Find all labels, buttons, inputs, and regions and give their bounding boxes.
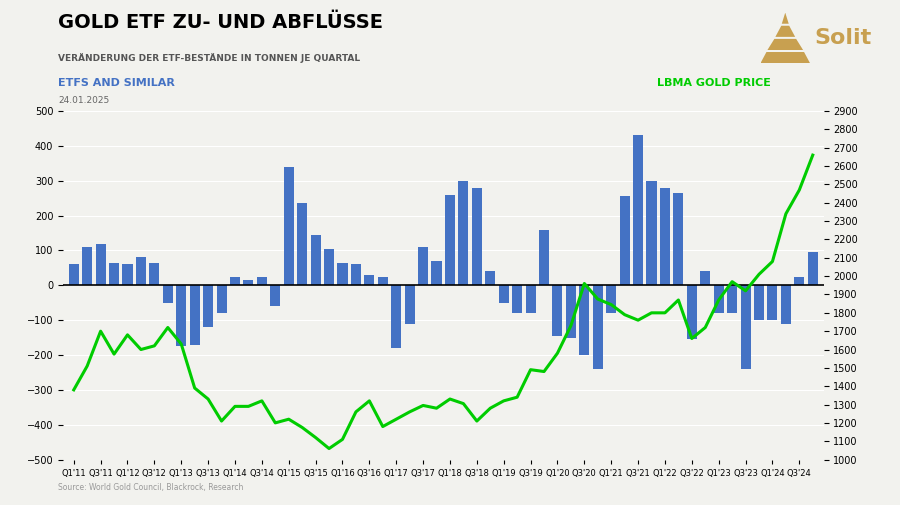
Bar xyxy=(445,195,455,285)
Bar xyxy=(338,263,347,285)
Bar xyxy=(553,285,562,336)
Polygon shape xyxy=(768,39,803,50)
Bar xyxy=(700,271,710,285)
Bar xyxy=(727,285,737,313)
Bar xyxy=(431,261,442,285)
Bar xyxy=(781,285,791,324)
Polygon shape xyxy=(760,52,810,63)
Bar xyxy=(607,285,616,313)
Bar xyxy=(68,265,79,285)
Bar xyxy=(660,188,670,285)
Bar xyxy=(230,277,240,285)
Text: GOLD ETF ZU- UND ABFLÜSSE: GOLD ETF ZU- UND ABFLÜSSE xyxy=(58,13,383,32)
Bar xyxy=(203,285,213,327)
Bar xyxy=(351,265,361,285)
Bar xyxy=(458,181,468,285)
Text: 24.01.2025: 24.01.2025 xyxy=(58,96,110,105)
Bar xyxy=(714,285,724,313)
Bar xyxy=(741,285,751,369)
Bar xyxy=(270,285,280,306)
Bar xyxy=(633,135,643,285)
Bar xyxy=(256,277,267,285)
Bar xyxy=(485,271,495,285)
Bar xyxy=(499,285,508,302)
Bar xyxy=(364,275,374,285)
Bar xyxy=(795,277,805,285)
Bar xyxy=(378,277,388,285)
Bar xyxy=(754,285,764,320)
Bar xyxy=(566,285,576,337)
Text: LBMA GOLD PRICE: LBMA GOLD PRICE xyxy=(657,78,771,88)
Bar xyxy=(243,280,254,285)
Bar xyxy=(418,247,428,285)
Bar xyxy=(580,285,590,355)
Bar xyxy=(526,285,536,313)
Bar xyxy=(539,230,549,285)
Bar xyxy=(646,181,657,285)
Bar xyxy=(619,196,630,285)
Bar xyxy=(472,188,482,285)
Bar xyxy=(768,285,778,320)
Bar xyxy=(284,167,293,285)
Bar xyxy=(217,285,227,313)
Text: VERÄNDERUNG DER ETF-BESTÄNDE IN TONNEN JE QUARTAL: VERÄNDERUNG DER ETF-BESTÄNDE IN TONNEN J… xyxy=(58,53,361,63)
Bar xyxy=(593,285,603,369)
Bar xyxy=(687,285,697,339)
Bar xyxy=(136,258,146,285)
Bar xyxy=(82,247,92,285)
Bar xyxy=(297,204,307,285)
Bar xyxy=(190,285,200,344)
Text: ETFS AND SIMILAR: ETFS AND SIMILAR xyxy=(58,78,176,88)
Text: Solit: Solit xyxy=(814,28,872,48)
Bar xyxy=(405,285,415,324)
Bar xyxy=(310,235,320,285)
Bar xyxy=(176,285,186,346)
Bar xyxy=(807,252,818,285)
Text: Source: World Gold Council, Blackrock, Research: Source: World Gold Council, Blackrock, R… xyxy=(58,483,244,492)
Bar xyxy=(163,285,173,302)
Bar xyxy=(122,265,132,285)
Bar xyxy=(109,263,119,285)
Bar xyxy=(673,193,683,285)
Bar xyxy=(324,249,334,285)
Polygon shape xyxy=(776,26,796,37)
Bar xyxy=(512,285,522,313)
Bar xyxy=(95,243,105,285)
Polygon shape xyxy=(782,13,788,24)
Bar xyxy=(149,263,159,285)
Bar xyxy=(392,285,401,348)
